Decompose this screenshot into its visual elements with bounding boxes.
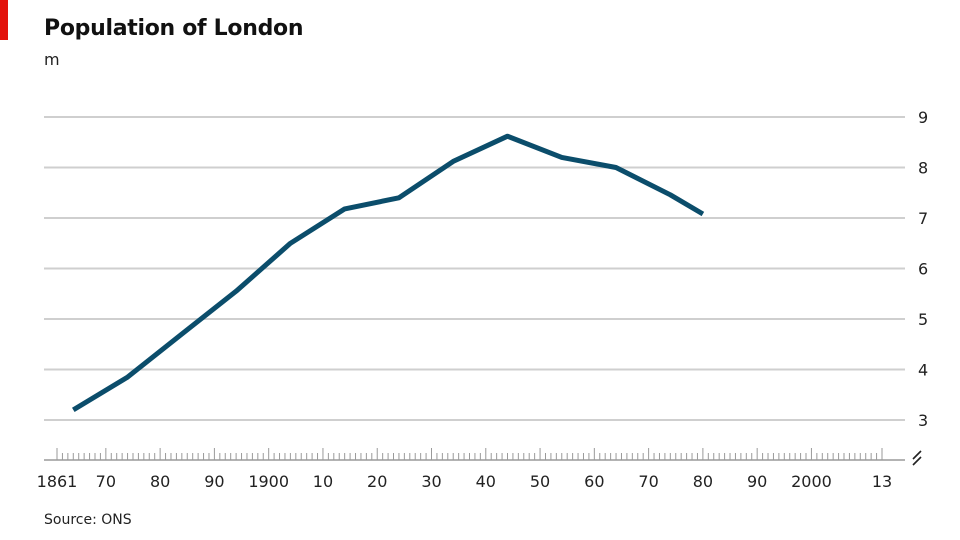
y-tick-label: 6 — [918, 260, 928, 279]
source-note: Source: ONS — [44, 512, 132, 528]
gridlines — [44, 116, 905, 421]
brand-tag — [0, 0, 8, 40]
x-axis: 1861 70 80 90 1900 10 20 30 40 50 60 70 80 90 2000 13 — [37, 448, 922, 491]
y-axis-ticks: 3 4 5 6 7 8 9 — [918, 108, 928, 430]
x-tick-label: 80 — [150, 472, 170, 491]
y-tick-label: 5 — [918, 310, 928, 329]
y-tick-label: 8 — [918, 159, 928, 178]
x-tick-label: 60 — [584, 472, 604, 491]
y-tick-label: 9 — [918, 108, 928, 127]
x-tick-label: 80 — [693, 472, 713, 491]
axis-break-stroke — [912, 450, 922, 466]
x-tick-label: 30 — [421, 472, 441, 491]
x-tick-label: 50 — [530, 472, 550, 491]
x-tick-label: 1900 — [248, 472, 289, 491]
chart-title: Population of London — [44, 16, 304, 41]
x-tick-label: 70 — [638, 472, 658, 491]
x-tick-label: 10 — [313, 472, 333, 491]
series-group — [72, 133, 705, 413]
y-tick-label: 4 — [918, 361, 928, 380]
y-unit-label: m — [44, 50, 60, 69]
x-tick-label: 90 — [204, 472, 224, 491]
x-tick-label: 40 — [476, 472, 496, 491]
y-tick-label: 3 — [918, 411, 928, 430]
axis-break-icon — [912, 450, 922, 466]
x-tick-label: 1861 — [37, 472, 78, 491]
x-tick-label: 70 — [96, 472, 116, 491]
x-tick-label: 20 — [367, 472, 387, 491]
y-tick-label: 7 — [918, 209, 928, 228]
x-tick-label: 13 — [872, 472, 892, 491]
x-tick-label: 2000 — [791, 472, 832, 491]
x-tick-label: 90 — [747, 472, 767, 491]
